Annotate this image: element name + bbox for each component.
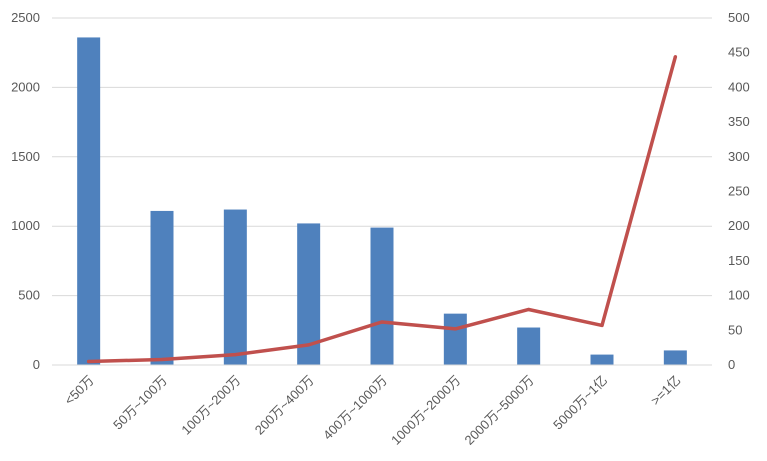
bar: [223, 209, 247, 365]
bar: [590, 354, 614, 365]
line-point: [380, 320, 384, 324]
y2-tick-label: 500: [728, 10, 750, 25]
y2-tick-label: 450: [728, 45, 750, 60]
line-series: [86, 55, 678, 364]
bar: [370, 227, 394, 365]
y2-tick-label: 50: [728, 322, 742, 337]
y2-tick-label: 400: [728, 79, 750, 94]
bar: [297, 223, 321, 365]
x-tick-label: 400万~1000万: [320, 373, 390, 443]
line-point: [87, 359, 91, 364]
x-tick-label: 200万~400万: [252, 373, 317, 438]
line-point: [233, 352, 237, 357]
bar: [517, 327, 541, 365]
x-tick-label: 2000万~5000万: [462, 373, 537, 448]
line-point: [307, 343, 311, 347]
x-tick-label: 5000万~1亿: [550, 373, 610, 433]
line-point: [600, 323, 604, 328]
x-tick-label: <50万: [61, 373, 96, 408]
x-tick-label: >=1亿: [648, 373, 684, 409]
line-point: [453, 327, 457, 331]
bar: [150, 210, 174, 365]
line-point: [527, 307, 531, 312]
bar: [443, 313, 467, 365]
y2-tick-label: 200: [728, 218, 750, 233]
y-tick-label: 2000: [11, 79, 40, 94]
y-tick-label: 2500: [11, 10, 40, 25]
x-tick-label: 50万~100万: [110, 373, 170, 433]
y-axis-right: 0 50 100 150 200 250 300 350 400 450 500: [728, 10, 750, 372]
bar: [663, 350, 687, 365]
y2-tick-label: 300: [728, 149, 750, 164]
bar: [77, 37, 101, 365]
y2-tick-label: 100: [728, 288, 750, 303]
y-tick-label: 0: [33, 357, 40, 372]
y-tick-label: 1000: [11, 218, 40, 233]
y-axis-left: 0 500 1000 1500 2000 2500: [11, 10, 40, 372]
y2-tick-label: 350: [728, 114, 750, 129]
x-tick-label: 1000万~2000万: [388, 373, 463, 448]
x-axis: <50万 50万~100万 100万~200万 200万~400万 400万~1000万…: [52, 364, 712, 448]
y2-tick-label: 0: [728, 357, 735, 372]
y-tick-label: 1500: [11, 149, 40, 164]
y2-tick-label: 150: [728, 253, 750, 268]
x-tick-label: 100万~200万: [178, 373, 243, 438]
line-point: [160, 357, 164, 362]
line-point: [673, 55, 677, 59]
y2-tick-label: 250: [728, 184, 750, 199]
y-tick-label: 500: [18, 288, 40, 303]
bar-series: [77, 37, 687, 365]
